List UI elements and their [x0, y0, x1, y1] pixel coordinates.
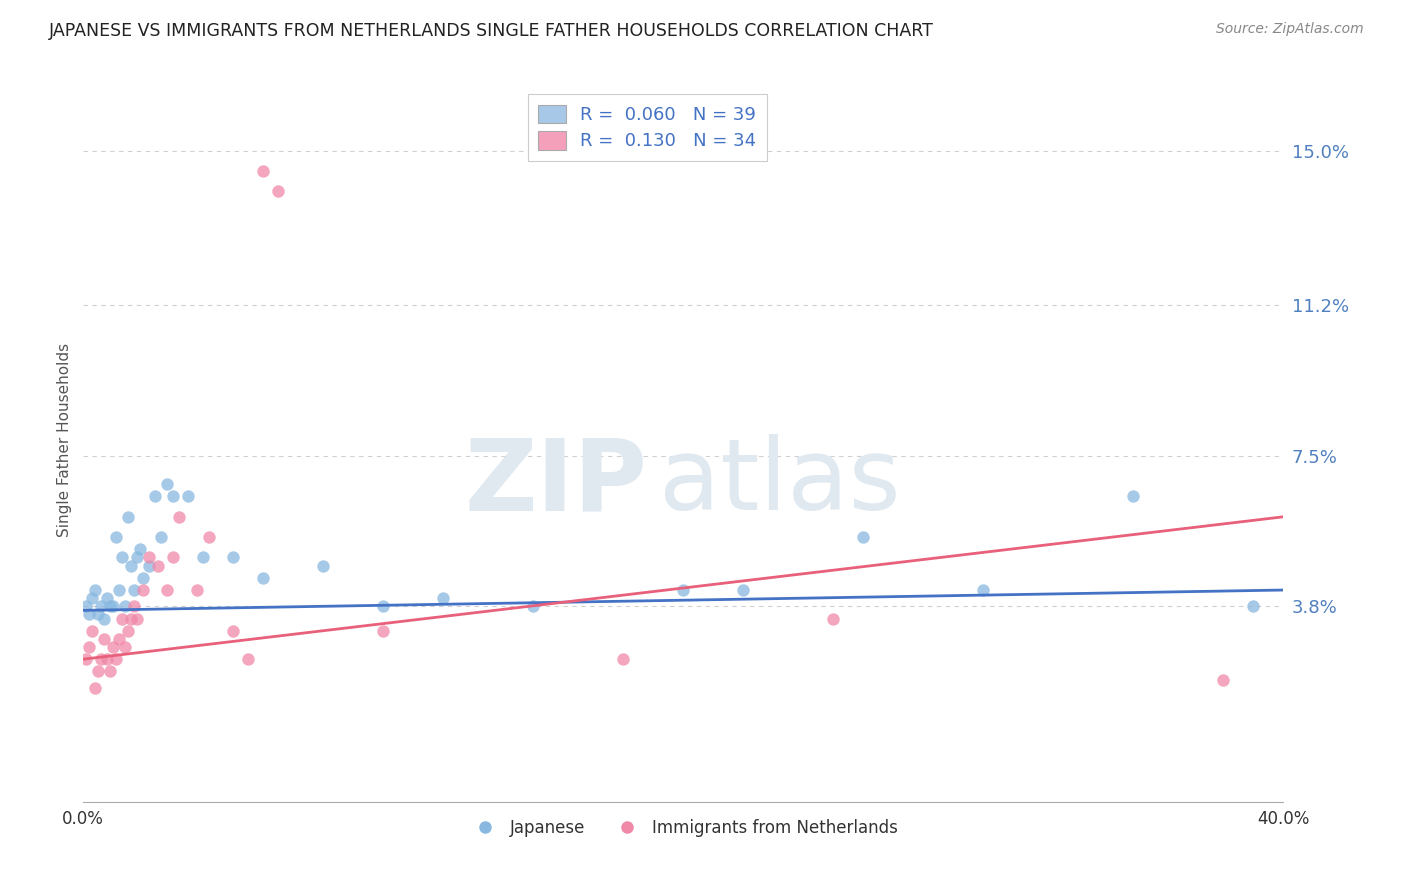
Point [108, 632, 131, 646]
Point [129, 542, 152, 557]
Point [198, 530, 221, 544]
Point [105, 652, 128, 666]
Point [143, 490, 166, 504]
Point [84, 582, 107, 597]
Point [103, 599, 125, 614]
Point [96, 652, 118, 666]
Point [127, 611, 149, 625]
Point [87, 665, 110, 679]
Y-axis label: Single Father Households: Single Father Households [58, 343, 72, 537]
Point [96, 591, 118, 606]
Point [93, 611, 115, 625]
Point [117, 624, 139, 638]
Point [120, 611, 142, 625]
Point [90, 652, 112, 666]
Point [150, 530, 173, 544]
Point [132, 571, 155, 585]
Point [84, 681, 107, 695]
Point [93, 632, 115, 646]
Point [114, 640, 136, 654]
Point [823, 611, 845, 625]
Point [222, 550, 245, 565]
Point [193, 550, 215, 565]
Point [127, 550, 149, 565]
Point [733, 582, 755, 597]
Point [238, 652, 260, 666]
Point [162, 550, 184, 565]
Point [972, 582, 994, 597]
Point [79, 607, 101, 622]
Point [111, 611, 134, 625]
Text: atlas: atlas [659, 434, 901, 532]
Point [373, 624, 395, 638]
Point [114, 599, 136, 614]
Point [82, 591, 104, 606]
Point [98, 665, 121, 679]
Point [75, 652, 97, 666]
Point [111, 550, 134, 565]
Point [373, 599, 395, 614]
Point [852, 530, 875, 544]
Point [1122, 490, 1144, 504]
Point [79, 640, 101, 654]
Point [124, 582, 146, 597]
Point [98, 599, 121, 614]
Point [672, 582, 695, 597]
Point [1241, 599, 1264, 614]
Text: Source: ZipAtlas.com: Source: ZipAtlas.com [1216, 22, 1364, 37]
Point [162, 490, 184, 504]
Text: JAPANESE VS IMMIGRANTS FROM NETHERLANDS SINGLE FATHER HOUSEHOLDS CORRELATION CHA: JAPANESE VS IMMIGRANTS FROM NETHERLANDS … [49, 22, 934, 40]
Point [252, 571, 274, 585]
Point [522, 599, 544, 614]
Point [105, 530, 128, 544]
Point [132, 582, 155, 597]
Point [82, 624, 104, 638]
Point [267, 185, 290, 199]
Legend: Japanese, Immigrants from Netherlands: Japanese, Immigrants from Netherlands [461, 813, 905, 844]
Point [103, 640, 125, 654]
Point [1212, 673, 1234, 687]
Point [117, 509, 139, 524]
Point [169, 509, 191, 524]
Point [138, 550, 160, 565]
Point [432, 591, 454, 606]
Point [186, 582, 208, 597]
Point [252, 164, 274, 178]
Point [90, 599, 112, 614]
Point [138, 558, 160, 573]
Point [108, 582, 131, 597]
Point [612, 652, 634, 666]
Point [177, 490, 200, 504]
Text: ZIP: ZIP [464, 434, 647, 532]
Point [222, 624, 245, 638]
Point [312, 558, 335, 573]
Point [124, 599, 146, 614]
Point [75, 599, 97, 614]
Point [148, 558, 170, 573]
Point [156, 582, 179, 597]
Point [156, 477, 179, 491]
Point [87, 607, 110, 622]
Point [120, 558, 142, 573]
